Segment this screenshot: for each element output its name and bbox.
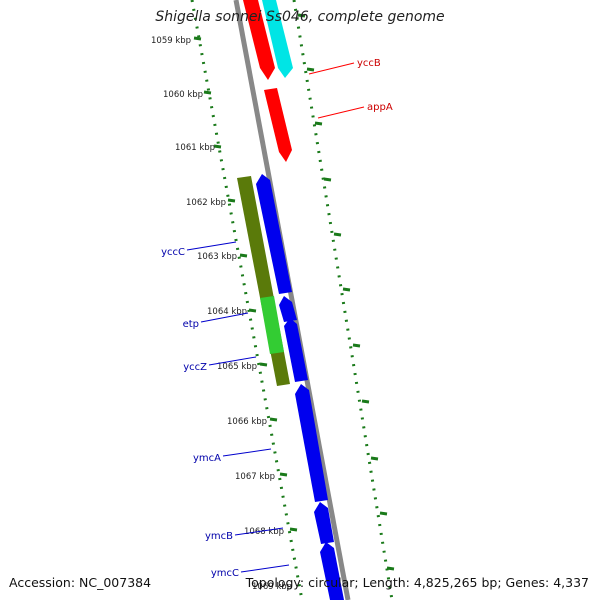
gene-ymcA-arrow[interactable] bbox=[295, 384, 328, 502]
outer-ruler bbox=[292, 0, 394, 600]
kbp-label: 1061 kbp bbox=[175, 143, 215, 153]
ymcA-leader bbox=[222, 448, 272, 457]
gene-label-yccZ[interactable]: yccZ bbox=[183, 362, 207, 373]
accession-text: Accession: NC_007384 bbox=[9, 575, 152, 590]
kbp-label: 1067 kbp bbox=[235, 472, 275, 482]
gene-label-ymcB[interactable]: ymcB bbox=[205, 531, 233, 542]
rna-feature bbox=[262, 0, 293, 78]
ymcC-leader bbox=[240, 564, 290, 573]
gene-appA-arrow[interactable] bbox=[264, 88, 292, 162]
map-title: Shigella sonnei Ss046, complete genome bbox=[155, 9, 445, 25]
yccB-leader bbox=[308, 62, 355, 75]
kbp-label: 1063 kbp bbox=[197, 252, 237, 262]
gene-ymcB-arrow[interactable] bbox=[314, 502, 334, 544]
kbp-label: 1065 kbp bbox=[217, 362, 257, 372]
kbp-label: 1069 kbp bbox=[252, 582, 292, 592]
gene-label-yccB[interactable]: yccB bbox=[357, 58, 381, 69]
reverse-gene-2[interactable] bbox=[284, 318, 308, 382]
gene-label-appA[interactable]: appA bbox=[367, 102, 393, 113]
ymcB-leader bbox=[234, 527, 284, 536]
kbp-label: 1068 kbp bbox=[244, 527, 284, 537]
kbp-label: 1059 kbp bbox=[151, 36, 191, 46]
reverse-gene-1[interactable] bbox=[256, 174, 292, 294]
gene-yccB-arrow[interactable] bbox=[243, 0, 275, 80]
yccZ-leader bbox=[208, 356, 257, 366]
gene-etp-arrow[interactable] bbox=[279, 296, 297, 322]
gene-label-ymcA[interactable]: ymcA bbox=[193, 453, 221, 464]
genome-backbone bbox=[233, 0, 351, 600]
outer-ticks bbox=[297, 13, 395, 571]
appA-leader bbox=[317, 106, 365, 119]
gene-label-yccC[interactable]: yccC bbox=[161, 247, 185, 258]
yccC-leader bbox=[186, 241, 237, 251]
gene-label-ymcC[interactable]: ymcC bbox=[211, 568, 239, 579]
gene-ymcC-arrow[interactable] bbox=[320, 542, 344, 600]
kbp-label: 1060 kbp bbox=[163, 90, 203, 100]
inner-ticks bbox=[193, 36, 298, 532]
kbp-label: 1066 kbp bbox=[227, 417, 267, 427]
kbp-label: 1064 kbp bbox=[207, 307, 247, 317]
etp-leader bbox=[200, 312, 249, 323]
kbp-label: 1062 kbp bbox=[186, 198, 226, 208]
gene-etp-overlap bbox=[260, 296, 284, 354]
gene-label-etp[interactable]: etp bbox=[183, 319, 199, 330]
genome-summary-text: Topology: circular; Length: 4,825,265 bp… bbox=[245, 575, 589, 590]
